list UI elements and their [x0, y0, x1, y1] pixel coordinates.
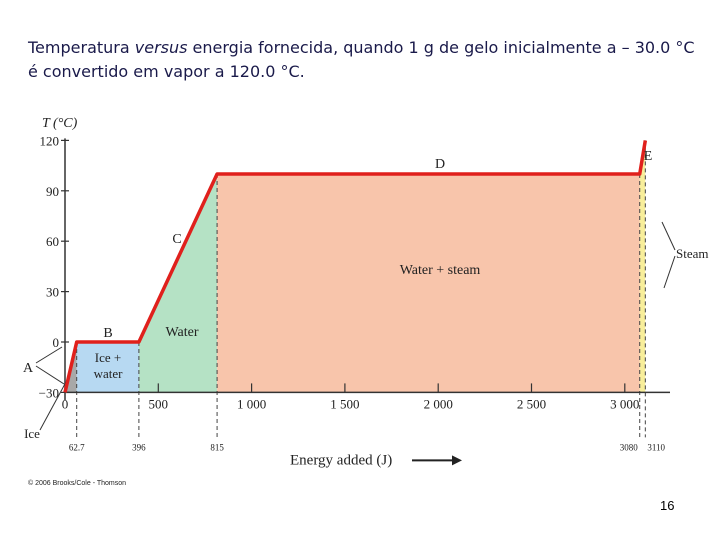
title-text-1: Temperatura: [28, 38, 135, 57]
temperature-curve: [63, 140, 648, 393]
boundary-label-3: 815: [210, 442, 224, 452]
segment-label-B: B: [103, 326, 112, 341]
boundary-label-5: 3110: [647, 442, 665, 452]
copyright-notice: © 2006 Brooks/Cole - Thomson: [28, 480, 127, 487]
region-label-water-steam: Water + steam: [400, 263, 481, 278]
pointer-steam-2: [663, 255, 676, 289]
y-tick-label-1: −30: [39, 385, 59, 400]
boundary-label-4: 3080: [620, 442, 639, 452]
x-tick-label-4: 1 500: [330, 396, 359, 411]
segment-label-D: D: [435, 157, 445, 172]
region-label-ice-water: Ice + water: [94, 350, 124, 381]
pointer-a-2: [35, 365, 65, 385]
region-2: [76, 342, 139, 393]
region-label-ice: Ice: [24, 426, 40, 441]
y-tick-label-6: 120: [40, 133, 60, 148]
boundary-label-1: 62.7: [69, 442, 85, 452]
segment-label-C: C: [172, 232, 181, 247]
phase-boundary-lines: [76, 140, 646, 438]
y-axis-label: T (°C): [42, 116, 78, 131]
ice-water-line-1: Ice +: [95, 350, 121, 365]
pointer-ice: [39, 381, 67, 431]
segment-label-A: A: [23, 361, 34, 376]
y-tick-label-3: 30: [46, 285, 59, 300]
x-tick-label-3: 1 000: [237, 396, 266, 411]
title-text-2: energia fornecida, quando 1 g de gelo in…: [28, 38, 695, 81]
ice-water-line-2: water: [94, 366, 124, 381]
x-tick-label-7: 3 000: [610, 396, 639, 411]
region-3: [138, 174, 218, 393]
region-5: [639, 140, 646, 393]
x-tick-label-2: 500: [149, 396, 169, 411]
x-tick-label-1: 0: [62, 396, 69, 411]
region-4: [217, 174, 640, 393]
boundary-label-2: 396: [132, 442, 146, 452]
segment-label-E: E: [644, 149, 653, 164]
x-axis-label: Energy added (J): [290, 452, 392, 468]
axes: [35, 138, 676, 466]
y-tick-label-5: 90: [46, 184, 59, 199]
pointer-a-1: [35, 346, 63, 364]
page-number: 16: [660, 498, 675, 513]
title-italic-word: versus: [134, 38, 188, 57]
x-tick-label-6: 2 500: [517, 396, 546, 411]
y-tick-label-2: 0: [53, 335, 60, 350]
curve-line: [63, 140, 648, 393]
slide-title: Temperatura versus energia fornecida, qu…: [28, 36, 708, 84]
y-tick-label-4: 60: [46, 234, 59, 249]
region-label-water: Water: [165, 325, 198, 340]
pointer-steam-1: [661, 221, 676, 251]
region-label-steam: Steam: [676, 246, 709, 261]
energy-arrow-icon: [412, 455, 462, 466]
phase-regions: [65, 140, 646, 393]
x-tick-label-5: 2 000: [424, 396, 453, 411]
